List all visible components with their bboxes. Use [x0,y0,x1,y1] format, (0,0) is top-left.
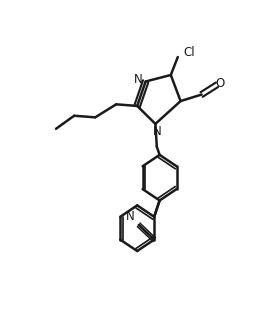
Text: N: N [134,73,143,86]
Text: O: O [216,77,225,90]
Text: N: N [126,210,135,223]
Text: Cl: Cl [183,46,195,59]
Text: N: N [152,125,161,138]
